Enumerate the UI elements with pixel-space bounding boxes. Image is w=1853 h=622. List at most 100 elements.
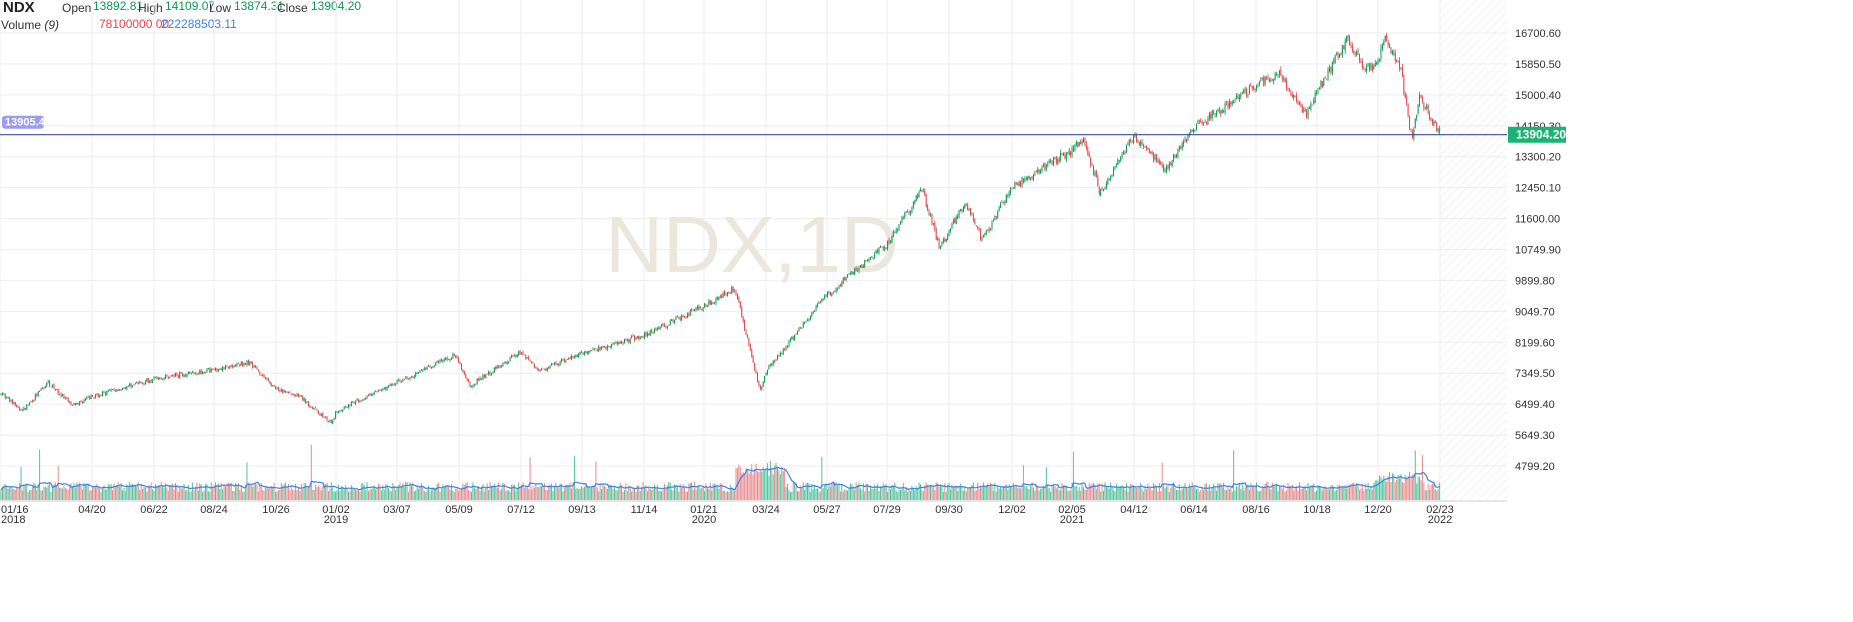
candle-body xyxy=(518,351,520,356)
x-tick-label: 10/26 xyxy=(262,504,290,516)
volume-bar xyxy=(462,483,464,500)
volume-bar xyxy=(729,484,731,500)
volume-bar xyxy=(1081,484,1083,500)
candle-body xyxy=(332,420,334,424)
candle-body xyxy=(815,306,817,310)
candle-body xyxy=(3,392,5,395)
volume-bar xyxy=(1145,489,1147,500)
candle-body xyxy=(475,384,477,386)
volume-bar xyxy=(1348,485,1350,500)
volume-bar xyxy=(475,489,477,500)
volume-bar xyxy=(295,483,297,500)
candle-body xyxy=(67,398,69,402)
candle-body xyxy=(405,377,407,379)
candle-body xyxy=(1097,176,1099,186)
volume-bar xyxy=(1200,490,1202,500)
volume-bar xyxy=(950,489,952,500)
volume-bar xyxy=(1125,483,1127,500)
candle-body xyxy=(152,380,154,383)
volume-bar xyxy=(701,487,703,500)
volume-bar xyxy=(213,484,215,500)
volume-bar xyxy=(1073,451,1074,500)
volume-bar xyxy=(1021,486,1023,500)
candle-body xyxy=(363,398,365,400)
volume-bar xyxy=(845,489,847,500)
candle-body xyxy=(1268,80,1270,82)
volume-bar xyxy=(1320,486,1322,500)
candle-body xyxy=(1025,178,1027,180)
candle-body xyxy=(662,323,664,326)
candle-body xyxy=(1253,86,1255,90)
candle-body xyxy=(941,241,943,246)
candle-body xyxy=(170,375,172,377)
volume-bar xyxy=(489,482,491,500)
candle-body xyxy=(1429,113,1431,120)
volume-bar xyxy=(1283,485,1285,500)
candle-body xyxy=(204,372,206,374)
candle-body xyxy=(1113,168,1115,175)
volume-bar xyxy=(917,488,919,500)
candle-body xyxy=(671,319,673,321)
volume-bar xyxy=(839,491,841,500)
candle-body xyxy=(400,381,402,383)
volume-bar xyxy=(782,471,784,500)
volume-bar xyxy=(92,487,94,500)
candle-body xyxy=(1261,78,1263,80)
candle-body xyxy=(1330,66,1332,72)
volume-bar xyxy=(134,484,136,500)
volume-bar xyxy=(263,490,265,500)
candle-body xyxy=(513,355,515,357)
candle-body xyxy=(262,374,264,376)
candle-body xyxy=(1310,103,1312,110)
candle-body xyxy=(265,377,267,380)
x-tick-label: 08/24 xyxy=(200,504,228,516)
candle-body xyxy=(1038,169,1040,173)
candle-body xyxy=(1423,102,1425,109)
candle-body xyxy=(912,202,914,209)
candle-body xyxy=(729,292,731,294)
candle-body xyxy=(1320,80,1322,87)
volume-bar xyxy=(795,482,797,500)
candle-body xyxy=(952,219,954,224)
candle-body xyxy=(809,315,811,320)
candle-body xyxy=(1012,187,1014,189)
candle-body xyxy=(1266,76,1268,78)
candle-body xyxy=(1190,130,1192,133)
candle-body xyxy=(1424,107,1426,109)
candle-body xyxy=(16,405,18,407)
candle-body xyxy=(1318,88,1320,90)
x-tick-label: 03/24 xyxy=(752,504,780,516)
candle-body xyxy=(1045,164,1047,170)
candle-body xyxy=(1376,62,1378,65)
candle-body xyxy=(1155,154,1157,161)
volume-bar xyxy=(154,484,156,500)
candle-body xyxy=(117,389,119,391)
volume-bar xyxy=(855,482,857,500)
candle-body xyxy=(356,399,358,401)
candle-body xyxy=(1104,188,1106,189)
candle-body xyxy=(807,320,809,322)
candle-body xyxy=(951,223,953,229)
volume-bar xyxy=(459,490,461,500)
candle-body xyxy=(282,389,284,393)
candle-body xyxy=(26,405,28,410)
candle-body xyxy=(1351,45,1353,51)
candle-body xyxy=(378,390,380,392)
candle-body xyxy=(129,383,131,387)
volume-bar xyxy=(1064,485,1066,500)
volume-bar xyxy=(1331,485,1333,500)
volume-bar xyxy=(919,484,921,500)
volume-bar xyxy=(1010,486,1012,500)
candle-body xyxy=(1024,178,1026,182)
candle-body xyxy=(122,388,124,390)
volume-bar xyxy=(77,483,79,500)
candle-body xyxy=(649,330,651,336)
candle-body xyxy=(1141,142,1143,145)
volume-bar xyxy=(1188,484,1190,500)
volume-bar xyxy=(252,486,254,500)
volume-bar xyxy=(396,487,398,500)
candle-body xyxy=(1078,142,1080,146)
volume-bar xyxy=(1,486,3,500)
volume-bar xyxy=(140,484,142,500)
